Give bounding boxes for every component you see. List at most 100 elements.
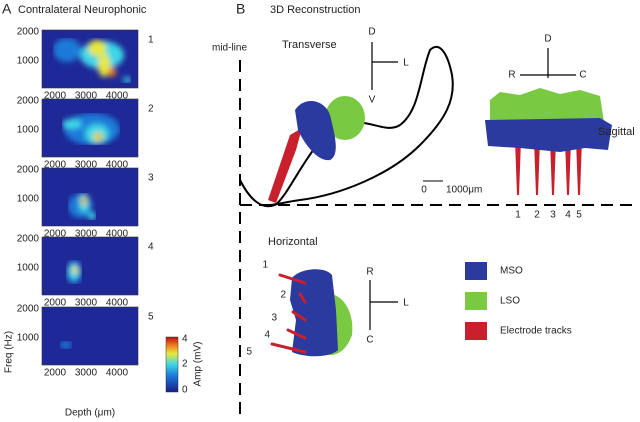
x-axis-label: Depth (μm): [65, 408, 115, 419]
brainstem-outline: [239, 45, 454, 208]
track-label: 5: [576, 210, 582, 221]
heatmap-frame: [41, 167, 139, 227]
heatmap-blob: [88, 212, 96, 220]
panel-title: Contralateral Neurophonic: [18, 4, 147, 16]
electrode-tracks: [515, 140, 582, 195]
y-tick-label: 2000: [17, 304, 40, 315]
x-tick-label: 2000: [44, 160, 67, 171]
lso: [325, 96, 365, 140]
mso: [295, 100, 336, 161]
y-tick-label: 1000: [17, 125, 40, 136]
heatmap-content: [60, 341, 72, 349]
y-tick-label: 2000: [17, 96, 40, 107]
heatmap: [41, 167, 139, 227]
x-tick-label: 4000: [106, 298, 129, 309]
view-title: Horizontal: [268, 236, 318, 248]
x-tick-label: 3000: [75, 229, 98, 240]
panel-label: B: [236, 1, 245, 17]
heatmap-blob: [82, 199, 86, 203]
y-tick-label: 2000: [17, 27, 40, 38]
y-tick-label: 2000: [17, 165, 40, 176]
heatmap-blob: [108, 67, 116, 77]
axis-cross: [371, 42, 398, 90]
x-tick-label: 2000: [44, 91, 67, 102]
axis-label: L: [403, 58, 409, 69]
view-title: Sagittal: [598, 126, 635, 138]
colorbar: [165, 336, 179, 393]
colorbar-tick-label: 4: [182, 334, 188, 345]
track-label: 3: [550, 210, 556, 221]
panel-title: 3D Reconstruction: [270, 4, 361, 16]
heatmap-blob: [72, 266, 78, 274]
mso: [290, 269, 338, 357]
heatmap-content: [62, 113, 120, 145]
x-tick-label: 2000: [44, 298, 67, 309]
colorbar-label: Amp (mV): [193, 342, 204, 387]
colorbar-tick-label: 0: [182, 385, 188, 396]
heatmap: [41, 98, 139, 158]
y-tick-label: 2000: [17, 234, 40, 245]
axis-label: C: [579, 70, 586, 81]
track-label: 2: [280, 290, 286, 301]
legend-label: LSO: [500, 296, 520, 307]
electrode-track: [534, 140, 540, 195]
heatmap-blob: [98, 53, 110, 77]
axis-label: V: [369, 95, 376, 106]
panel-label: A: [2, 1, 12, 17]
x-tick-label: 4000: [106, 160, 129, 171]
mso: [485, 118, 612, 152]
midline-label: mid-line: [212, 43, 247, 54]
heatmap-blob: [123, 77, 131, 83]
electrode-tracks: [268, 128, 302, 203]
axis-label: L: [403, 298, 409, 309]
legend-swatch: [465, 292, 487, 310]
axis-label: C: [366, 335, 373, 346]
heatmap-frame: [41, 236, 139, 296]
heatmap-blob: [97, 135, 101, 139]
x-tick-label: 3000: [75, 160, 98, 171]
heatmap: [41, 306, 139, 366]
lso: [490, 88, 604, 124]
x-tick-label: 3000: [75, 368, 98, 379]
electrode-track: [286, 328, 307, 340]
heatmap-content: [53, 38, 131, 83]
heatmap-blob: [62, 119, 82, 129]
heatmap-blob: [60, 341, 72, 349]
electrode-track: [298, 292, 307, 304]
y-tick-label: 1000: [17, 263, 40, 274]
plot-number: 4: [148, 242, 154, 253]
legend-label: Electrode tracks: [500, 326, 572, 337]
electrode-track: [278, 273, 307, 285]
x-tick-label: 2000: [44, 368, 67, 379]
axis-label: D: [368, 27, 375, 38]
panel-b: B 3D Reconstruction mid-line Transverse …: [212, 1, 638, 418]
x-tick-label: 4000: [106, 91, 129, 102]
axis-label: R: [366, 267, 373, 278]
track-label: 2: [534, 210, 540, 221]
scale-end: 1000μm: [446, 185, 482, 196]
scale-start: 0: [421, 185, 427, 196]
heatmap-frame: [41, 306, 139, 366]
track-label: 1: [515, 210, 521, 221]
x-tick-label: 3000: [75, 298, 98, 309]
legend-swatch: [465, 262, 487, 280]
heatmap: [41, 236, 139, 296]
y-axis-label: Freq (Hz): [4, 331, 15, 373]
plot-number: 5: [148, 312, 154, 323]
x-tick-label: 4000: [106, 229, 129, 240]
colorbar-tick-label: 2: [182, 359, 188, 370]
track-label: 3: [271, 313, 277, 324]
axis-cross: [520, 48, 576, 78]
electrode-track: [270, 342, 307, 354]
track-label: 5: [246, 347, 252, 358]
track-label: 4: [565, 210, 571, 221]
heatmap-background: [42, 307, 138, 365]
heatmap-frame: [41, 29, 139, 89]
heatmap-blob: [88, 40, 106, 56]
x-tick-label: 3000: [75, 91, 98, 102]
track-label: 4: [264, 330, 270, 341]
axis-cross: [369, 280, 398, 330]
x-tick-label: 2000: [44, 229, 67, 240]
y-tick-label: 1000: [17, 333, 40, 344]
